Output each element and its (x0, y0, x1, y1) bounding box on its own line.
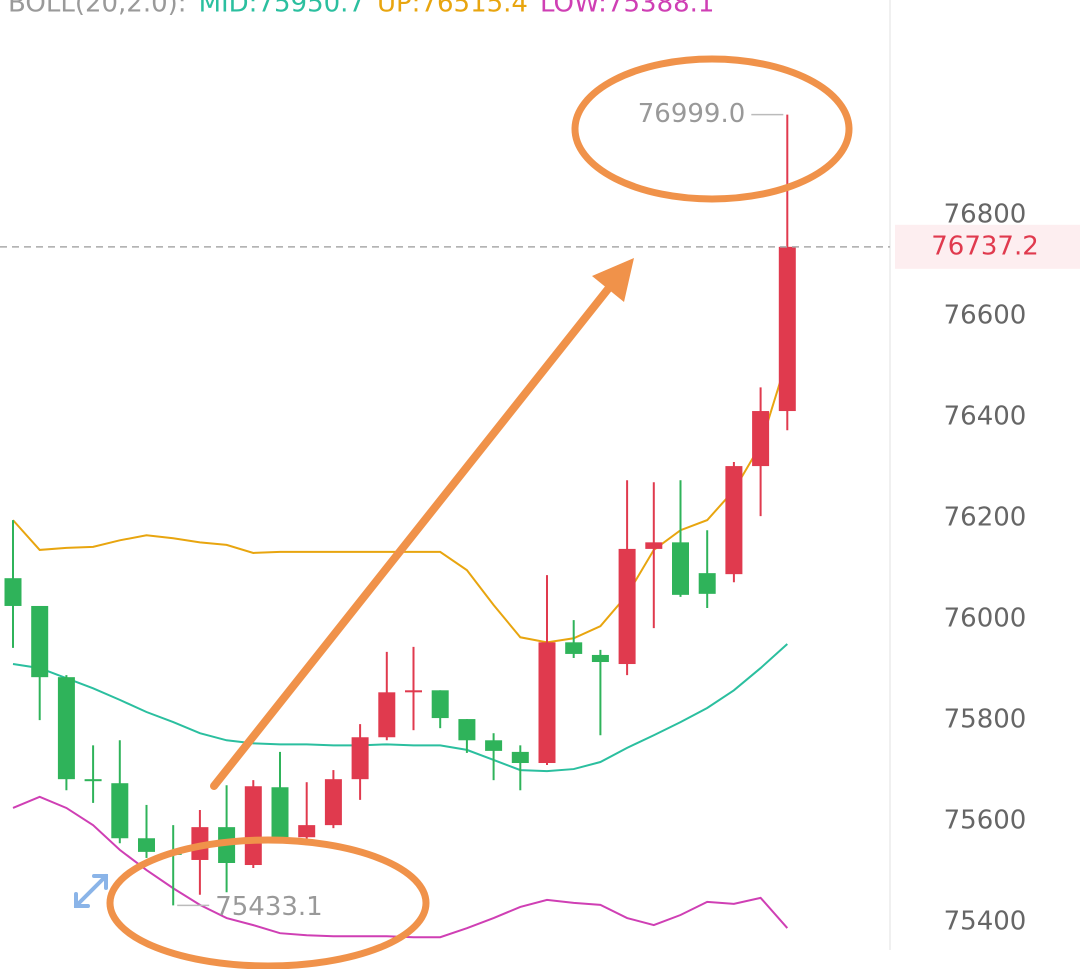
candle-body (378, 692, 396, 738)
annotations (74, 55, 853, 969)
header-item: BOLL(20,2.0): (8, 0, 187, 19)
header-item: UP:76515.4 (377, 0, 528, 19)
candle-body (298, 825, 316, 838)
candle-body (57, 677, 75, 780)
candle-body (538, 642, 556, 764)
candle-body (725, 466, 743, 575)
y-tick-label: 75400 (944, 907, 1027, 937)
indicator-header: BOLL(20,2.0): MID:75950.7 UP:76515.4 LOW:75… (8, 0, 714, 19)
candle-body (511, 751, 529, 764)
candle-body (324, 779, 342, 826)
candle-body (752, 411, 770, 467)
y-tick-label: 75600 (944, 806, 1027, 836)
candle-body (672, 542, 689, 595)
candles (4, 114, 796, 906)
trend-arrow (210, 280, 616, 790)
highlight-ellipse (571, 55, 853, 203)
y-tick-label: 75800 (944, 705, 1027, 735)
last-price-bg (895, 224, 1080, 269)
candle-body (698, 573, 716, 594)
highlight-ellipse (106, 836, 430, 969)
candle-body (458, 719, 476, 741)
y-tick-label: 76200 (944, 503, 1027, 533)
candle-body (271, 787, 289, 838)
arrow-head (592, 258, 634, 302)
labels: 75400 75600 75800 76000 76200 76400 76600 76800… (0, 99, 1080, 937)
candle-body (4, 578, 22, 606)
y-tick-label: 76800 (944, 200, 1027, 230)
y-tick-label: 76000 (944, 604, 1027, 634)
candle-body (565, 642, 583, 654)
y-tick-label: 76600 (944, 301, 1027, 331)
candle-body (778, 246, 796, 412)
candle-body (138, 838, 155, 852)
candle-body (84, 779, 102, 782)
candle-body (405, 690, 422, 693)
candle-body (244, 786, 262, 866)
candle-body (351, 737, 369, 780)
band-line (12, 643, 788, 773)
candle-body (485, 740, 503, 751)
candle-body (618, 548, 636, 665)
candle-body (111, 783, 129, 839)
last-price-label: 76737.2 (931, 231, 1039, 261)
y-tick-label: 76400 (944, 402, 1027, 432)
max-label: 76999.0 (638, 99, 746, 129)
expand-icon[interactable] (74, 874, 108, 908)
candle-body (31, 605, 49, 678)
candle-body (431, 690, 449, 719)
min-label: 75433.1 (215, 892, 323, 922)
candle-body (591, 654, 609, 663)
header-item: LOW:75388.1 (540, 0, 714, 19)
candle-body (645, 542, 663, 549)
header-item: MID:75950.7 (199, 0, 365, 19)
